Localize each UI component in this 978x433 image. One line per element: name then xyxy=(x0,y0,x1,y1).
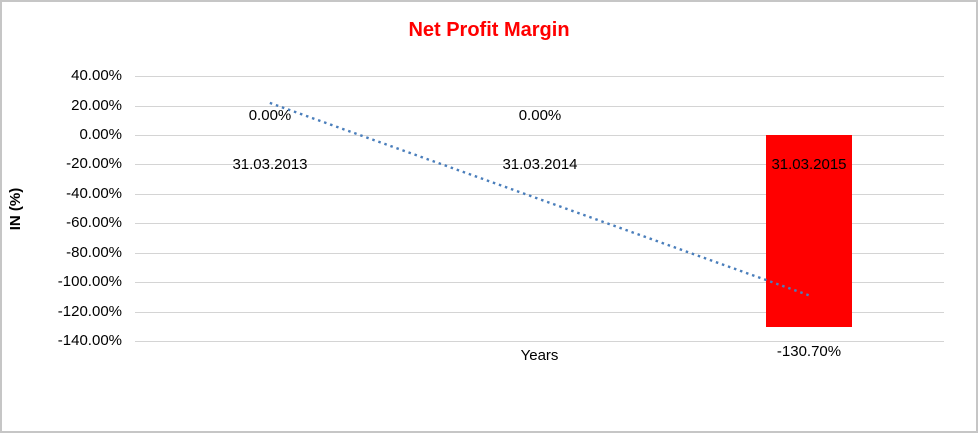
y-axis-tick-label: -100.00% xyxy=(57,273,122,290)
category-label: 31.03.2013 xyxy=(232,156,308,173)
x-axis-title: Years xyxy=(520,347,559,364)
gridline xyxy=(135,312,944,313)
y-axis-tick-label: -120.00% xyxy=(57,303,122,320)
y-axis-tick-label: 40.00% xyxy=(71,67,122,84)
y-axis-tick-label: -140.00% xyxy=(57,332,122,349)
data-label: 0.00% xyxy=(248,107,292,124)
chart-title: Net Profit Margin xyxy=(408,19,570,41)
y-axis-tick-label: -40.00% xyxy=(66,185,122,202)
data-label: -130.70% xyxy=(776,343,842,360)
y-axis-tick-label: -80.00% xyxy=(66,244,122,261)
y-axis-tick-label: 0.00% xyxy=(79,126,122,143)
y-axis-tick-label: -60.00% xyxy=(66,214,122,231)
category-label: 31.03.2014 xyxy=(502,156,578,173)
category-label: 31.03.2015 xyxy=(771,156,847,173)
y-axis-tick-label: 20.00% xyxy=(71,97,122,114)
data-label: 0.00% xyxy=(518,107,562,124)
y-axis-tick-label: -20.00% xyxy=(66,155,122,172)
gridline xyxy=(135,76,944,77)
trendline-path xyxy=(269,101,810,297)
gridline xyxy=(135,341,944,342)
